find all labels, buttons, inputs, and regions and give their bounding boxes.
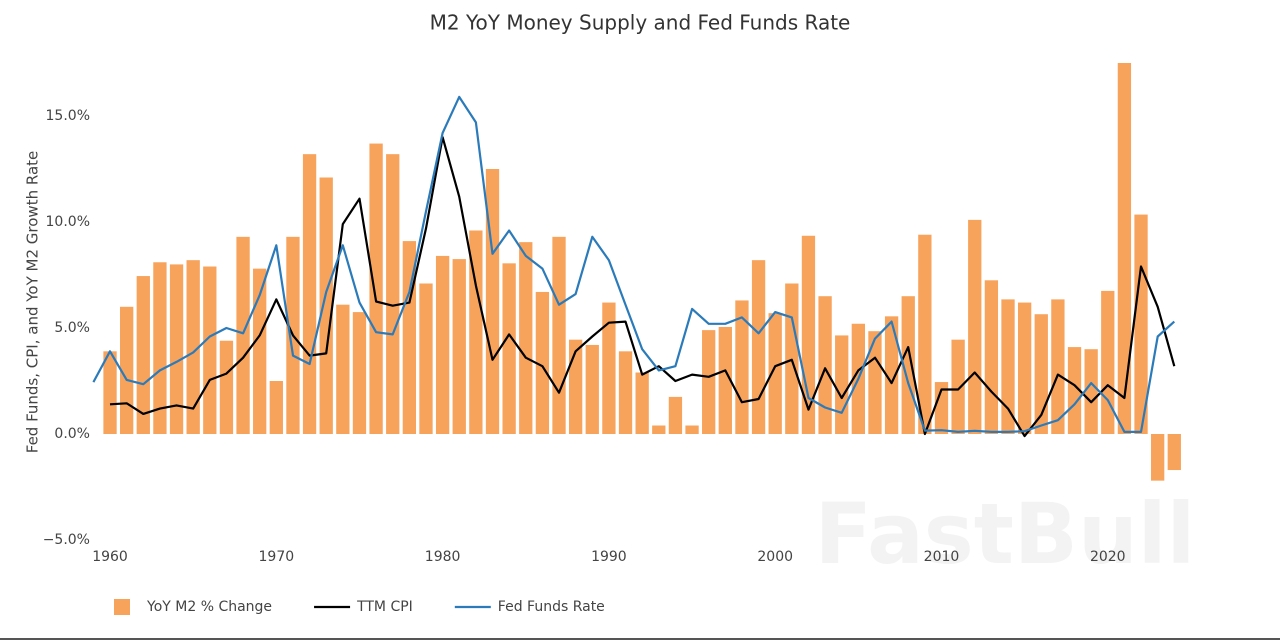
bar [203,266,217,434]
bar [818,296,832,434]
bar [120,306,134,434]
legend-label: YoY M2 % Change [146,599,272,615]
bar [319,177,333,435]
y-axis-title: Fed Funds, CPI, and YoY M2 Growth Rate [24,151,42,453]
bar [186,260,200,434]
bar [103,351,117,434]
bar [253,268,267,434]
bar [1001,299,1015,434]
bar [369,143,383,434]
bar [1084,349,1098,434]
bar [702,330,716,434]
x-tick-label: 1990 [591,549,627,565]
bar [1134,214,1148,434]
bar [1151,434,1165,481]
bar [568,339,583,434]
bar [901,296,915,434]
bar [386,154,400,434]
bar [352,312,367,434]
line [92,95,1176,433]
legend-swatch [114,599,130,615]
bar [934,382,949,434]
bar [868,331,882,434]
bar [918,234,932,434]
bar [153,262,167,434]
bar [1067,347,1082,434]
bar [336,304,350,434]
y-tick-label: 15.0% [46,108,90,124]
bar [169,264,184,434]
legend-label: TTM CPI [356,599,413,615]
bar [602,302,616,434]
bar [585,344,599,434]
bar [884,316,899,434]
bar [552,236,566,434]
bar [419,283,433,434]
bar [951,339,965,434]
bar [801,235,816,434]
chart-title: M2 YoY Money Supply and Fed Funds Rate [430,11,851,35]
y-tick-label: 10.0% [46,214,90,230]
bar [219,340,234,434]
bar [984,280,999,434]
x-tick-label: 1970 [259,549,295,565]
bar [435,255,450,434]
x-tick-label: 1980 [425,549,461,565]
bar [968,219,982,434]
bar [652,425,666,434]
y-tick-label: −5.0% [43,532,90,548]
bar [1051,299,1065,434]
bar [768,313,782,434]
bar [1017,302,1032,434]
legend-label: Fed Funds Rate [498,599,605,615]
bar [668,396,683,434]
bar [269,381,283,434]
bar [718,326,732,434]
y-tick-label: 5.0% [54,320,90,336]
bar [236,236,250,434]
bar [519,242,533,434]
bar [635,372,649,434]
bar [685,425,699,434]
x-tick-label: 2010 [924,549,960,565]
bar [1167,434,1181,471]
bar [502,263,516,434]
y-tick-label: 0.0% [54,426,90,442]
x-tick-label: 1960 [92,549,128,565]
x-tick-label: 2020 [1090,549,1126,565]
bar [136,276,150,434]
bar [535,291,550,434]
bar [1117,63,1132,434]
bar [302,154,317,434]
bar [469,230,483,434]
bar [618,351,633,434]
bar [751,260,766,434]
x-tick-label: 2000 [757,549,793,565]
watermark: FastBull [815,485,1196,583]
bar [835,335,849,434]
bar [1101,290,1115,434]
bar [452,259,466,434]
